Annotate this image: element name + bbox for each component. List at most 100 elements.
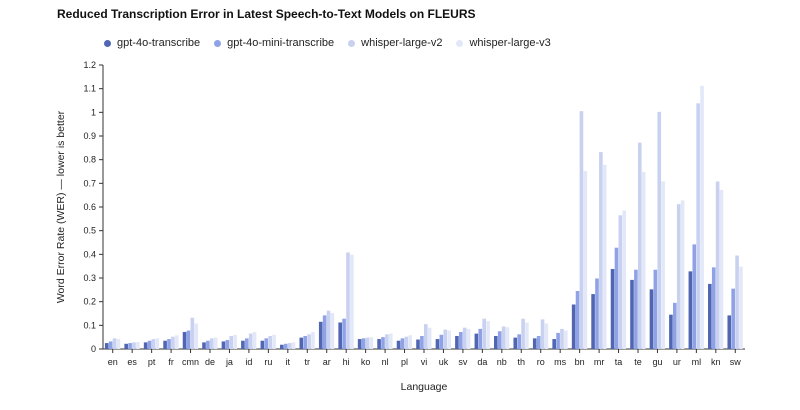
x-tick-label-ja: ja (225, 357, 233, 367)
x-tick-label-id: id (245, 357, 252, 367)
bar-bn-whisper-large-v2 (579, 111, 584, 350)
y-tick-label: 1.1 (83, 84, 96, 94)
bar-nb-whisper-large-v3 (505, 327, 510, 349)
bar-pt-gpt-4o-transcribe (143, 342, 148, 349)
bar-hi-whisper-large-v3 (350, 254, 354, 349)
bar-da-gpt-4o-mini-transcribe (478, 328, 483, 349)
bar-nb-gpt-4o-mini-transcribe (497, 331, 502, 349)
bar-es-whisper-large-v2 (132, 342, 136, 349)
bar-gu-gpt-4o-transcribe (649, 289, 654, 349)
bar-ro-gpt-4o-transcribe (532, 338, 537, 349)
bar-ml-gpt-4o-transcribe (688, 271, 693, 349)
x-tick-label-nl: nl (382, 357, 389, 367)
bar-ko-gpt-4o-transcribe (357, 339, 362, 349)
bar-tr-whisper-large-v3 (311, 331, 315, 349)
x-tick-label-uk: uk (439, 357, 449, 367)
y-tick-label: 0.7 (83, 178, 96, 188)
x-axis-ticks: en es pt fr cmn de ja id ru it tr ar hi ko nl pl vi uk sv d… (108, 349, 741, 367)
bar-uk-whisper-large-v2 (443, 329, 448, 349)
legend-item-gpt-4o-mini-transcribe[interactable]: gpt-4o-mini-transcribe (214, 37, 334, 49)
bar-ru-gpt-4o-mini-transcribe (264, 338, 269, 349)
bar-kn-whisper-large-v2 (715, 181, 720, 349)
bar-vi-whisper-large-v2 (424, 324, 428, 349)
bar-th-gpt-4o-transcribe (513, 337, 518, 349)
x-tick-label-pl: pl (401, 357, 408, 367)
bar-de-whisper-large-v2 (210, 338, 214, 349)
bar-sv-whisper-large-v3 (466, 328, 471, 349)
legend-label: whisper-large-v2 (361, 37, 443, 49)
x-tick-label-ta: ta (615, 357, 623, 367)
legend-swatch-icon (214, 39, 222, 47)
bar-it-whisper-large-v3 (291, 342, 296, 349)
y-tick-label: 1.2 (83, 60, 96, 70)
bar-ms-gpt-4o-mini-transcribe (556, 332, 560, 349)
bar-ml-gpt-4o-mini-transcribe (692, 244, 697, 349)
bar-ms-whisper-large-v3 (564, 330, 568, 349)
legend-item-gpt-4o-transcribe[interactable]: gpt-4o-transcribe (104, 37, 200, 49)
bar-id-whisper-large-v3 (252, 331, 257, 349)
y-tick-label: 0.4 (83, 249, 96, 259)
bar-sv-whisper-large-v2 (462, 327, 467, 349)
bar-nl-gpt-4o-mini-transcribe (381, 337, 385, 349)
legend-item-whisper-large-v2[interactable]: whisper-large-v2 (348, 37, 442, 49)
bar-ta-whisper-large-v2 (618, 215, 623, 349)
bar-nb-gpt-4o-transcribe (494, 335, 498, 349)
bar-bn-gpt-4o-mini-transcribe (575, 291, 580, 349)
x-tick-label-sv: sv (458, 357, 468, 367)
bar-kn-gpt-4o-mini-transcribe (711, 267, 716, 349)
x-tick-label-es: es (127, 357, 137, 367)
y-tick-label: 0.1 (83, 320, 96, 330)
bar-tr-gpt-4o-transcribe (299, 337, 304, 349)
y-axis-label: Word Error Rate (WER) — lower is better (55, 110, 67, 303)
bar-ja-gpt-4o-mini-transcribe (225, 340, 230, 349)
bar-sw-gpt-4o-mini-transcribe (731, 288, 735, 349)
legend: gpt-4o-transcribe gpt-4o-mini-transcribe… (104, 37, 551, 49)
bar-tr-gpt-4o-mini-transcribe (303, 335, 307, 349)
bar-pl-whisper-large-v3 (408, 335, 413, 349)
bar-ur-gpt-4o-transcribe (669, 314, 673, 349)
x-tick-label-te: te (634, 357, 642, 367)
bar-ur-whisper-large-v2 (676, 204, 681, 349)
bar-cmn-whisper-large-v3 (194, 323, 199, 349)
y-tick-label: 0.5 (83, 226, 96, 236)
bar-mr-gpt-4o-mini-transcribe (595, 278, 599, 349)
y-tick-label: 0 (91, 344, 96, 354)
legend-item-whisper-large-v3[interactable]: whisper-large-v3 (456, 37, 551, 49)
bar-bn-whisper-large-v3 (583, 171, 588, 349)
bar-ko-whisper-large-v3 (369, 337, 374, 349)
bar-fr-gpt-4o-mini-transcribe (167, 339, 171, 349)
legend-label: whisper-large-v3 (469, 37, 551, 49)
bar-sw-whisper-large-v2 (735, 255, 739, 349)
bar-th-whisper-large-v2 (521, 318, 525, 349)
bar-ru-whisper-large-v3 (272, 334, 276, 349)
y-tick-label: 0.6 (83, 202, 96, 212)
bar-vi-whisper-large-v3 (427, 327, 432, 349)
bar-ja-whisper-large-v2 (229, 335, 234, 349)
bar-uk-gpt-4o-transcribe (435, 339, 440, 349)
bar-te-whisper-large-v3 (641, 171, 646, 349)
bar-ar-gpt-4o-transcribe (318, 321, 323, 349)
bar-es-gpt-4o-mini-transcribe (128, 343, 132, 349)
bar-da-whisper-large-v3 (486, 321, 490, 349)
bar-ro-whisper-large-v2 (540, 319, 545, 349)
x-tick-label-da: da (477, 357, 487, 367)
bar-en-gpt-4o-transcribe (104, 343, 109, 349)
bar-vi-gpt-4o-transcribe (416, 339, 420, 349)
bar-ja-whisper-large-v3 (233, 334, 237, 349)
bar-mr-gpt-4o-transcribe (591, 294, 595, 349)
bar-te-gpt-4o-mini-transcribe (634, 269, 638, 349)
bar-ur-whisper-large-v3 (680, 200, 685, 349)
bar-en-gpt-4o-mini-transcribe (108, 341, 113, 349)
legend-label: gpt-4o-transcribe (117, 37, 201, 49)
bar-pt-whisper-large-v2 (151, 339, 156, 349)
chart-title: Reduced Transcription Error in Latest Sp… (57, 7, 476, 21)
x-tick-label-fr: fr (168, 357, 174, 367)
x-tick-label-bn: bn (575, 357, 585, 367)
bar-hi-gpt-4o-mini-transcribe (342, 318, 346, 349)
x-tick-label-cmn: cmn (182, 357, 199, 367)
bar-en-whisper-large-v3 (116, 339, 121, 349)
bar-fr-gpt-4o-transcribe (163, 340, 167, 349)
bar-mr-whisper-large-v3 (602, 164, 607, 349)
bar-pt-whisper-large-v3 (155, 338, 160, 349)
